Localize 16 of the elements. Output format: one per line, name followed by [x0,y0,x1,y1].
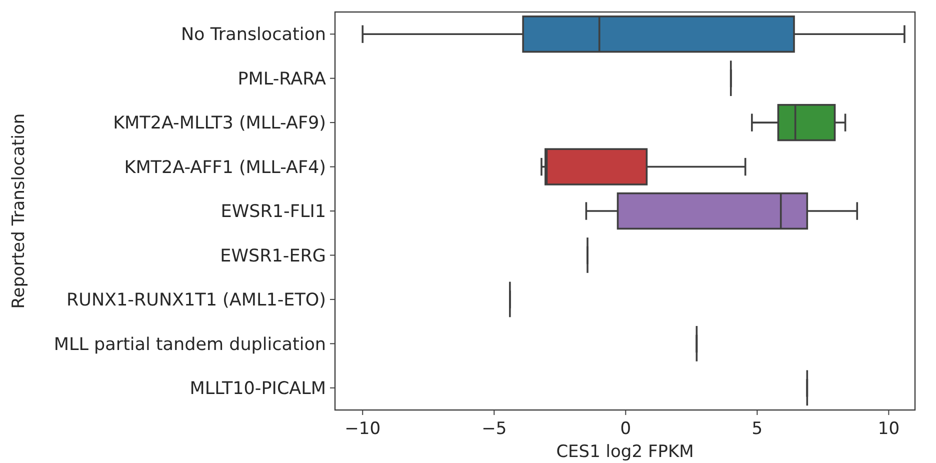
y-tick-label: RUNX1-RUNX1T1 (AML1-ETO) [66,290,326,311]
x-tick-label: −10 [344,419,381,439]
y-tick-label: KMT2A-AFF1 (MLL-AF4) [124,158,326,178]
x-tick-label: 5 [752,419,763,439]
x-tick-label: 10 [878,419,900,439]
y-tick-label: MLLT10-PICALM [190,379,326,400]
x-tick-label: 0 [620,419,632,439]
x-axis-title: CES1 log2 FPKM [556,442,694,462]
y-tick-label: KMT2A-MLLT3 (MLL-AF9) [113,114,326,134]
y-tick-label: EWSR1-FLI1 [220,202,326,222]
y-axis-title: Reported Translocation [9,113,29,309]
y-tick-label: No Translocation [180,25,326,46]
x-tick-label: −5 [482,419,507,439]
y-tick-label: EWSR1-ERG [220,246,326,266]
y-tick-label: MLL partial tandem duplication [54,334,326,355]
y-tick-label: PML-RARA [238,69,326,90]
